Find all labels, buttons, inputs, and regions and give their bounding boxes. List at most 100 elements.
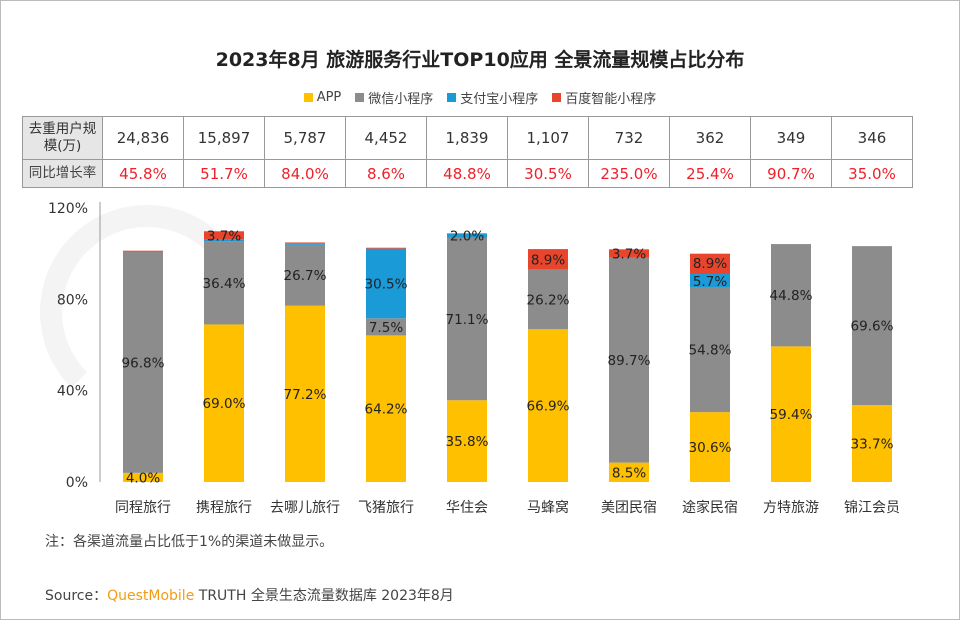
- bar-segment: [123, 251, 163, 473]
- data-label: 66.9%: [527, 399, 570, 415]
- users-cell: 24,836: [102, 116, 184, 160]
- data-label: 30.6%: [689, 440, 732, 456]
- x-tick-label: 同程旅行: [115, 500, 171, 516]
- growth-cell: 90.7%: [750, 159, 832, 188]
- bar-segment: [204, 231, 244, 240]
- data-label: 8.9%: [531, 252, 565, 268]
- data-label: 3.7%: [612, 247, 646, 263]
- bar-segment: [690, 273, 730, 288]
- legend: APP 微信小程序 支付宝小程序 百度智能小程序: [0, 88, 960, 107]
- x-tick-label: 华住会: [446, 500, 488, 516]
- data-label: 71.1%: [446, 312, 489, 328]
- data-label: 4.0%: [126, 470, 160, 486]
- bar-segment: [609, 249, 649, 258]
- x-tick-label: 方特旅游: [763, 500, 819, 516]
- growth-cell: 35.0%: [831, 159, 913, 188]
- bar-segment: [690, 412, 730, 482]
- data-label: 35.8%: [446, 434, 489, 450]
- bar-segment: [285, 305, 325, 482]
- x-tick-label: 美团民宿: [601, 499, 657, 516]
- y-tick-label: 40%: [57, 384, 88, 400]
- data-label: 26.7%: [284, 268, 327, 284]
- data-label: 69.6%: [851, 319, 894, 335]
- legend-swatch: [552, 93, 562, 102]
- users-cell: 4,452: [345, 116, 427, 160]
- bar-segment: [366, 247, 406, 249]
- bar-segment: [447, 400, 487, 482]
- users-cell: 1,107: [507, 116, 589, 160]
- data-label: 59.4%: [770, 407, 813, 423]
- bar-segment: [285, 244, 325, 306]
- legend-label: 百度智能小程序: [565, 92, 657, 107]
- bar-segment: [366, 335, 406, 482]
- data-label: 7.5%: [369, 320, 403, 336]
- data-label: 77.2%: [284, 387, 327, 403]
- growth-cell: 48.8%: [426, 159, 508, 188]
- users-cell: 1,839: [426, 116, 508, 160]
- growth-cell: 25.4%: [669, 159, 751, 188]
- x-tick-label: 锦江会员: [844, 499, 900, 516]
- users-cell: 732: [588, 116, 670, 160]
- legend-item-wechat: 微信小程序: [355, 88, 433, 107]
- source-line: Source：QuestMobile TRUTH 全景生态流量数据库 2023年…: [45, 585, 454, 605]
- source-brand: QuestMobile: [107, 588, 195, 604]
- legend-item-alipay: 支付宝小程序: [447, 88, 538, 107]
- growth-cell: 84.0%: [264, 159, 346, 188]
- bar-segment: [204, 239, 244, 242]
- bar-segment: [285, 242, 325, 244]
- data-label: 36.4%: [203, 276, 246, 292]
- bar-segment: [204, 241, 244, 325]
- bar-segment: [852, 246, 892, 406]
- data-label: 89.7%: [608, 353, 651, 369]
- y-tick-label: 0%: [66, 475, 88, 491]
- stats-table: 去重用户规模(万) 24,836 15,897 5,787 4,452 1,839 1,10…: [22, 116, 913, 188]
- legend-label: APP: [316, 90, 342, 105]
- legend-swatch: [447, 93, 457, 102]
- bar-segment: [771, 244, 811, 347]
- growth-cell: 45.8%: [102, 159, 184, 188]
- source-text: TRUTH 全景生态流量数据库 2023年8月: [194, 588, 454, 604]
- data-label: 3.7%: [207, 229, 241, 245]
- legend-label: 支付宝小程序: [460, 92, 539, 107]
- bar-segment: [690, 253, 730, 274]
- data-label: 69.0%: [203, 396, 246, 412]
- data-label: 8.9%: [693, 256, 727, 272]
- growth-cell: 235.0%: [588, 159, 670, 188]
- bar-segment: [528, 249, 568, 270]
- bar-segment: [609, 257, 649, 463]
- bar-segment: [852, 405, 892, 482]
- data-label: 30.5%: [365, 276, 408, 292]
- row-header-users: 去重用户规模(万): [22, 116, 103, 160]
- bar-segment: [366, 248, 406, 319]
- users-cell: 346: [831, 116, 913, 160]
- y-tick-label: 80%: [57, 292, 88, 308]
- bar-segment: [447, 237, 487, 401]
- legend-item-baidu: 百度智能小程序: [552, 88, 656, 107]
- growth-cell: 8.6%: [345, 159, 427, 188]
- growth-cell: 51.7%: [183, 159, 265, 188]
- y-tick-label: 120%: [48, 201, 88, 217]
- data-label: 2.0%: [450, 229, 484, 245]
- bar-segment: [771, 346, 811, 482]
- data-label: 96.8%: [122, 355, 165, 371]
- x-tick-label: 马蜂窝: [527, 499, 569, 516]
- bar-segment: [690, 287, 730, 413]
- bar-segment: [528, 329, 568, 482]
- users-cell: 349: [750, 116, 832, 160]
- legend-item-app: APP: [303, 88, 342, 107]
- row-header-growth: 同比增长率: [22, 159, 103, 188]
- bar-segment: [609, 462, 649, 482]
- bar-segment: [123, 250, 163, 252]
- legend-swatch: [303, 93, 313, 102]
- bar-segment: [123, 472, 163, 482]
- legend-swatch: [355, 93, 365, 102]
- source-prefix: Source：: [45, 588, 108, 604]
- bar-segment: [528, 269, 568, 330]
- footnote: 注：各渠道流量占比低于1%的渠道未做显示。: [45, 534, 334, 550]
- x-tick-label: 飞猪旅行: [358, 500, 414, 516]
- data-label: 33.7%: [851, 437, 894, 453]
- bar-segment: [447, 233, 487, 238]
- data-label: 5.7%: [693, 274, 727, 290]
- data-label: 44.8%: [770, 288, 813, 304]
